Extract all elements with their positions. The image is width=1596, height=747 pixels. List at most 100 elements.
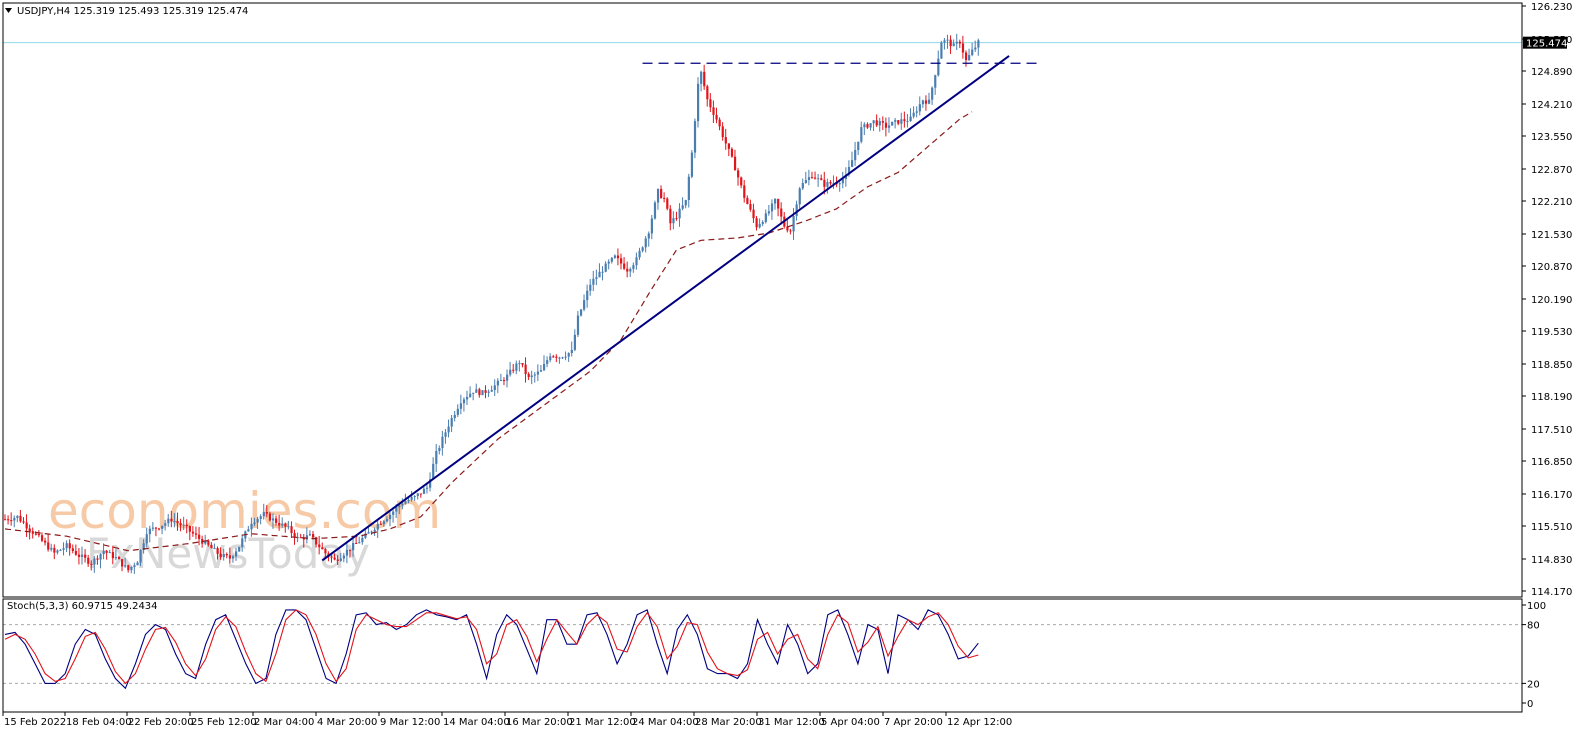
candle-body xyxy=(395,507,398,512)
candle-body xyxy=(823,179,826,187)
candle-body xyxy=(429,479,432,488)
candle-body xyxy=(826,182,829,187)
candle-body xyxy=(382,521,386,525)
watermark-line2: FxNewsToday xyxy=(86,529,370,578)
candle-body xyxy=(952,43,955,47)
candle-body xyxy=(167,518,170,524)
candle-body xyxy=(737,170,740,178)
candle-body xyxy=(502,379,506,381)
candle-body xyxy=(552,356,555,358)
candle-body xyxy=(884,122,888,128)
candle-body xyxy=(512,369,515,371)
candle-body xyxy=(564,356,567,358)
candle-body xyxy=(333,557,336,560)
candle-body xyxy=(281,523,284,526)
collapse-arrow-icon[interactable] xyxy=(5,8,12,13)
price-axis-label: 114.830 xyxy=(1531,555,1572,566)
candle-body xyxy=(238,546,241,552)
candle-body xyxy=(579,309,583,316)
candle-body xyxy=(730,148,734,157)
candle-body xyxy=(379,523,382,525)
candle-body xyxy=(65,543,68,549)
candle-body xyxy=(829,182,832,184)
candle-body xyxy=(127,565,130,571)
candle-body xyxy=(453,414,456,419)
candle-body xyxy=(308,534,312,536)
candle-body xyxy=(509,369,512,375)
candle-body xyxy=(961,43,965,53)
candle-body xyxy=(533,374,536,376)
candle-body xyxy=(145,534,148,544)
candle-body xyxy=(620,258,623,264)
candle-body xyxy=(820,178,823,180)
candle-body xyxy=(235,551,238,557)
candle-body xyxy=(170,518,173,522)
candle-body xyxy=(404,501,407,504)
candle-body xyxy=(780,208,783,217)
time-axis-label: 31 Mar 12:00 xyxy=(758,717,825,728)
stochastic-main-line xyxy=(4,609,979,690)
moving-average-line xyxy=(4,111,973,552)
candle-body xyxy=(583,300,586,310)
candle-body xyxy=(185,524,188,527)
candle-body xyxy=(968,55,971,61)
candle-body xyxy=(629,269,632,272)
candle-body xyxy=(958,41,961,44)
candle-body xyxy=(271,518,275,521)
candle-body xyxy=(62,548,65,550)
time-axis-label: 24 Mar 04:00 xyxy=(632,717,699,728)
candle-body xyxy=(675,218,678,220)
candle-body xyxy=(47,542,50,550)
time-axis-label: 21 Mar 12:00 xyxy=(569,717,636,728)
candle-body xyxy=(139,550,142,563)
candle-body xyxy=(758,223,761,228)
stochastic-axis-label: 20 xyxy=(1527,679,1540,690)
candle-body xyxy=(928,99,931,104)
candle-body xyxy=(774,199,777,204)
candle-body xyxy=(672,218,675,224)
candle-body xyxy=(259,516,262,519)
candle-body xyxy=(715,114,718,120)
candle-body xyxy=(921,100,925,105)
price-axis-label: 120.870 xyxy=(1531,262,1572,273)
candle-body xyxy=(872,120,875,124)
candle-body xyxy=(114,557,118,559)
candle-body xyxy=(613,255,617,258)
candle-body xyxy=(364,533,367,538)
candle-body xyxy=(370,531,373,533)
candle-body xyxy=(681,205,684,209)
candle-body xyxy=(59,549,62,551)
trendline xyxy=(321,55,1010,562)
candle-body xyxy=(22,521,25,523)
candle-body xyxy=(656,189,660,203)
candle-body xyxy=(653,202,657,219)
candle-body xyxy=(518,363,521,365)
candle-body xyxy=(355,543,358,545)
candle-body xyxy=(573,334,576,350)
candle-body xyxy=(949,39,952,47)
price-axis-label: 117.510 xyxy=(1531,425,1572,436)
candle-body xyxy=(210,544,213,549)
candle-body xyxy=(860,127,863,142)
candle-body xyxy=(222,554,225,558)
candle-body xyxy=(321,547,324,550)
candle-body xyxy=(869,123,872,128)
candle-body xyxy=(469,393,472,398)
candle-body xyxy=(807,177,811,181)
candle-body xyxy=(284,523,287,527)
candle-body xyxy=(601,271,604,273)
price-axis-label: 123.550 xyxy=(1531,132,1572,143)
candle-body xyxy=(410,496,413,500)
candle-body xyxy=(931,87,934,100)
candle-body xyxy=(549,356,552,361)
candle-body xyxy=(330,556,333,558)
candle-body xyxy=(204,540,207,544)
candle-body xyxy=(275,518,278,523)
candle-body xyxy=(721,126,724,138)
candle-body xyxy=(801,182,804,189)
candle-body xyxy=(96,558,99,560)
candle-body xyxy=(324,549,327,554)
candle-body xyxy=(56,550,59,553)
stochastic-header: Stoch(5,3,3) 60.9715 49.2434 xyxy=(7,601,158,612)
candle-body xyxy=(589,284,592,291)
